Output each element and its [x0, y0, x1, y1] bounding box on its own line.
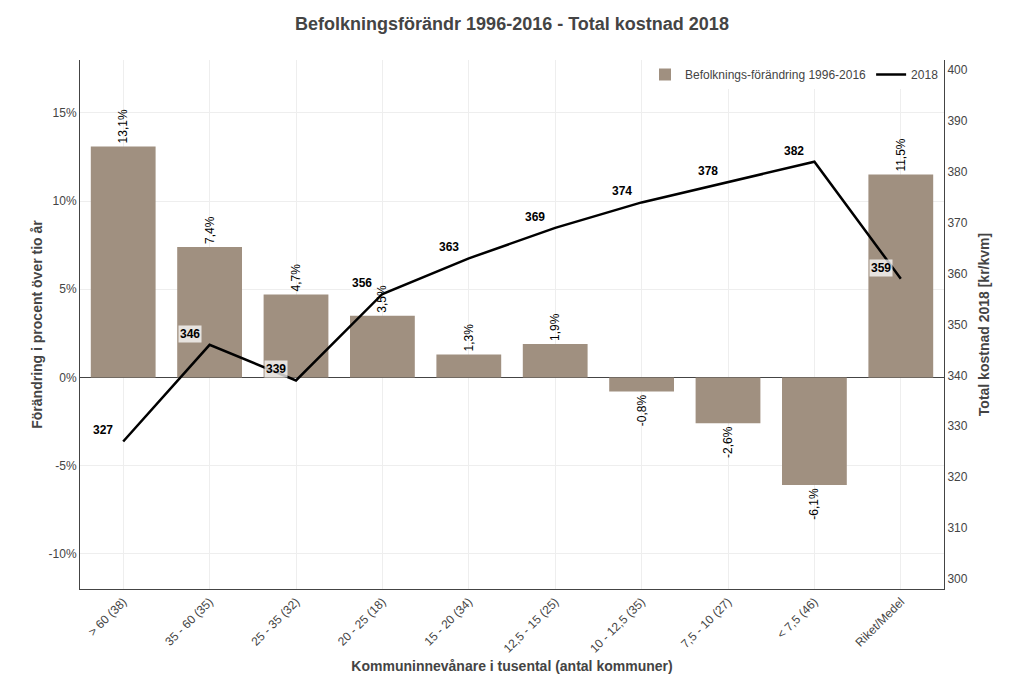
svg-text:400: 400: [947, 63, 967, 77]
svg-text:20 - 25 (18): 20 - 25 (18): [335, 595, 389, 649]
svg-text:Förändring i procent över tio: Förändring i procent över tio år: [29, 220, 45, 429]
svg-text:330: 330: [947, 419, 967, 433]
svg-text:13,1%: 13,1%: [116, 109, 130, 143]
svg-text:-5%: -5%: [55, 459, 77, 473]
svg-text:10 - 12,5 (35): 10 - 12,5 (35): [587, 595, 648, 656]
svg-text:339: 339: [266, 362, 286, 376]
svg-text:356: 356: [352, 276, 372, 290]
svg-text:3,5%: 3,5%: [375, 285, 389, 313]
svg-text:2018: 2018: [911, 68, 938, 82]
svg-text:-0,8%: -0,8%: [635, 395, 649, 427]
svg-text:< 7,5 (46): < 7,5 (46): [774, 595, 820, 641]
svg-text:300: 300: [947, 572, 967, 586]
svg-text:327: 327: [93, 423, 113, 437]
svg-text:5%: 5%: [59, 282, 77, 296]
svg-text:Befolknings-förändring 1996-20: Befolknings-förändring 1996-2016: [685, 68, 866, 82]
svg-text:7,4%: 7,4%: [203, 216, 217, 244]
svg-text:360: 360: [947, 267, 967, 281]
svg-text:378: 378: [698, 164, 718, 178]
svg-text:> 60 (38): > 60 (38): [85, 595, 129, 639]
svg-text:-6,1%: -6,1%: [807, 488, 821, 520]
svg-text:1,9%: 1,9%: [548, 313, 562, 341]
svg-text:380: 380: [947, 165, 967, 179]
svg-text:382: 382: [784, 144, 804, 158]
svg-text:-10%: -10%: [49, 547, 77, 561]
svg-text:12,5 - 15 (25): 12,5 - 15 (25): [501, 595, 562, 656]
svg-text:359: 359: [871, 261, 891, 275]
svg-text:350: 350: [947, 318, 967, 332]
svg-text:1,3%: 1,3%: [462, 324, 476, 352]
svg-text:Befolkningsförändr 1996-2016 -: Befolkningsförändr 1996-2016 - Total kos…: [295, 14, 729, 34]
svg-text:310: 310: [947, 521, 967, 535]
svg-text:7,5 - 10 (27): 7,5 - 10 (27): [678, 595, 734, 651]
svg-text:4,7%: 4,7%: [289, 264, 303, 292]
svg-text:Kommuninnevånare i tusental (a: Kommuninnevånare i tusental (antal kommu…: [351, 658, 672, 674]
svg-text:374: 374: [612, 184, 632, 198]
svg-text:369: 369: [525, 210, 545, 224]
svg-text:0%: 0%: [59, 371, 77, 385]
svg-text:370: 370: [947, 216, 967, 230]
svg-text:25 - 35 (32): 25 - 35 (32): [249, 595, 303, 649]
svg-text:10%: 10%: [53, 194, 77, 208]
svg-text:15 - 20 (34): 15 - 20 (34): [421, 595, 475, 649]
svg-text:35 - 60 (35): 35 - 60 (35): [162, 595, 216, 649]
svg-text:363: 363: [439, 240, 459, 254]
svg-text:Total kostnad 2018 [kr/kvm]: Total kostnad 2018 [kr/kvm]: [976, 233, 992, 416]
svg-text:-2,6%: -2,6%: [721, 426, 735, 458]
svg-text:346: 346: [180, 327, 200, 341]
svg-text:390: 390: [947, 114, 967, 128]
svg-text:320: 320: [947, 470, 967, 484]
svg-text:11,5%: 11,5%: [894, 138, 908, 171]
svg-text:Riket/Medel: Riket/Medel: [852, 595, 907, 650]
svg-text:15%: 15%: [53, 106, 77, 120]
svg-text:340: 340: [947, 369, 967, 383]
